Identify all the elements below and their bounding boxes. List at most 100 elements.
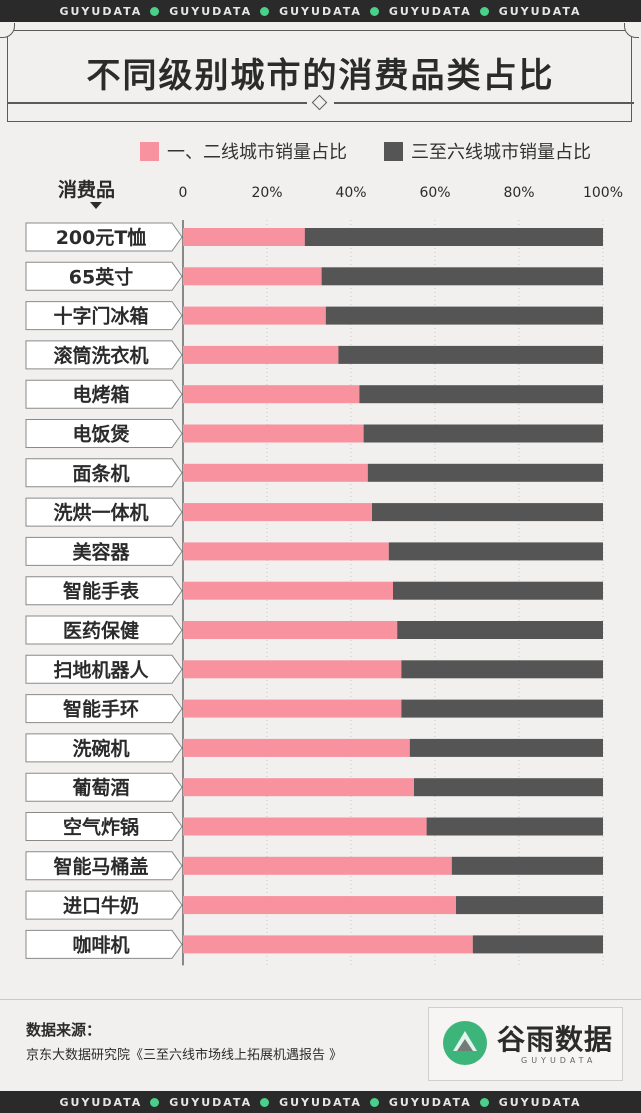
bar-series2	[451, 856, 603, 875]
banner-dot	[260, 6, 270, 16]
bar-series2	[321, 267, 603, 286]
legend-item-series2: 三至六线城市销量占比	[384, 138, 591, 164]
logo-name: 谷雨数据	[497, 1023, 614, 1056]
category-label: 智能手环	[63, 698, 139, 721]
bar-series1	[183, 896, 456, 915]
bar-series2	[401, 660, 603, 679]
bar-series1	[183, 463, 368, 482]
bar-series1	[183, 345, 339, 364]
bar-series2	[372, 503, 603, 522]
category-tag	[25, 340, 183, 370]
legend-item-series1: 一、二线城市销量占比	[140, 138, 347, 164]
category-tag	[25, 772, 183, 802]
bar-series1	[183, 660, 402, 679]
bar-series1	[183, 581, 393, 600]
bar-series1	[183, 699, 402, 718]
banner-dot	[150, 6, 160, 16]
category-tag	[25, 851, 183, 881]
bar-series1	[183, 267, 322, 286]
bar-series2	[388, 542, 603, 561]
x-tick-label: 40%	[335, 185, 366, 201]
bar-series2	[393, 581, 603, 600]
category-label: 65英寸	[69, 265, 133, 288]
bar-series2	[401, 699, 603, 718]
banner-text: GUYUDATA	[498, 1095, 582, 1109]
category-label: 电饭煲	[72, 423, 130, 446]
bottom-banner: GUYUDATA GUYUDATA GUYUDATA GUYUDATA GUYUDATA	[0, 1091, 641, 1113]
bar-series1	[183, 856, 452, 875]
category-label: 智能马桶盖	[53, 855, 148, 878]
logo-subtitle: GUYUDATA	[521, 1056, 597, 1065]
category-label: 智能手表	[63, 580, 140, 603]
bar-series2	[456, 896, 603, 915]
category-label: 洗烘一体机	[53, 501, 148, 524]
legend-label-series1: 一、二线城市销量占比	[167, 142, 347, 163]
chart-card: 不同级别城市的消费品类占比 一、二线城市销量占比 三至六线城市销量占比 消费品 …	[0, 22, 641, 1091]
legend-swatch-pink	[140, 141, 159, 161]
category-tag	[25, 890, 183, 920]
category-axis-title: 消费品	[58, 179, 116, 201]
bar-series1	[183, 621, 398, 639]
x-tick-label: 20%	[251, 185, 282, 201]
brand-logo: 谷雨数据 GUYUDATA	[428, 1007, 623, 1081]
title-frame	[0, 23, 639, 122]
category-tag	[25, 222, 183, 252]
bar-series2	[304, 228, 603, 246]
x-tick-label: 60%	[419, 185, 450, 201]
bar-series2	[472, 935, 603, 954]
x-tick-label: 80%	[503, 185, 534, 201]
category-label: 面条机	[72, 462, 129, 485]
banner-dot	[260, 1097, 270, 1107]
category-label: 美容器	[72, 540, 130, 563]
category-tag	[25, 654, 183, 684]
bar-series1	[183, 542, 389, 561]
bar-series2	[325, 306, 603, 325]
category-label: 200元T恤	[56, 226, 147, 249]
category-tag	[25, 929, 183, 959]
category-tag	[25, 379, 183, 409]
category-tag	[25, 615, 183, 645]
top-banner: GUYUDATA GUYUDATA GUYUDATA GUYUDATA GUYUDATA	[0, 0, 641, 22]
bar-series1	[183, 935, 473, 954]
bar-series2	[414, 778, 603, 797]
bar-series2	[367, 463, 603, 482]
bar-series1	[183, 228, 305, 246]
category-label: 洗碗机	[72, 737, 129, 760]
category-label: 葡萄酒	[72, 776, 129, 799]
logo-icon	[443, 1021, 487, 1065]
category-label: 医药保健	[63, 619, 139, 642]
bar-series2	[397, 621, 603, 639]
banner-dot	[369, 1097, 379, 1107]
category-tag	[25, 301, 183, 331]
category-tag	[25, 261, 183, 291]
bar-series2	[359, 385, 603, 404]
banner-dot	[369, 6, 379, 16]
bar-series2	[363, 424, 603, 443]
source-text: 京东大数据研究院《三至六线市场线上拓展机遇报告 》	[26, 1048, 343, 1063]
category-label: 扫地机器人	[53, 658, 149, 681]
bar-series1	[183, 817, 427, 836]
category-tag	[25, 458, 183, 488]
category-label: 电烤箱	[72, 383, 129, 406]
banner-text: GUYUDATA	[279, 4, 362, 18]
category-label: 咖啡机	[72, 933, 129, 956]
banner-dot	[479, 6, 489, 16]
category-tag	[25, 576, 183, 606]
bar-series1	[183, 503, 372, 522]
legend-label-series2: 三至六线城市销量占比	[411, 142, 591, 163]
stacked-bar-chart: 0 20% 40% 60% 80% 100% 200元T恤 65英寸十字门冰箱滚筒洗衣机电烤箱…	[25, 185, 623, 966]
page-title: 不同级别城市的消费品类占比	[86, 56, 555, 96]
bar-series1	[183, 424, 364, 443]
category-tag	[25, 536, 183, 566]
x-tick-label: 0	[179, 185, 188, 201]
banner-text: GUYUDATA	[498, 4, 582, 18]
banner-text: GUYUDATA	[169, 4, 253, 18]
category-tag	[25, 694, 183, 724]
banner-dot	[150, 1097, 160, 1107]
sort-down-icon	[90, 202, 102, 209]
banner-dot	[479, 1097, 489, 1107]
category-label: 十字门冰箱	[53, 305, 148, 328]
banner-text: GUYUDATA	[59, 4, 143, 18]
bar-series2	[338, 345, 603, 364]
category-tag	[25, 733, 183, 763]
